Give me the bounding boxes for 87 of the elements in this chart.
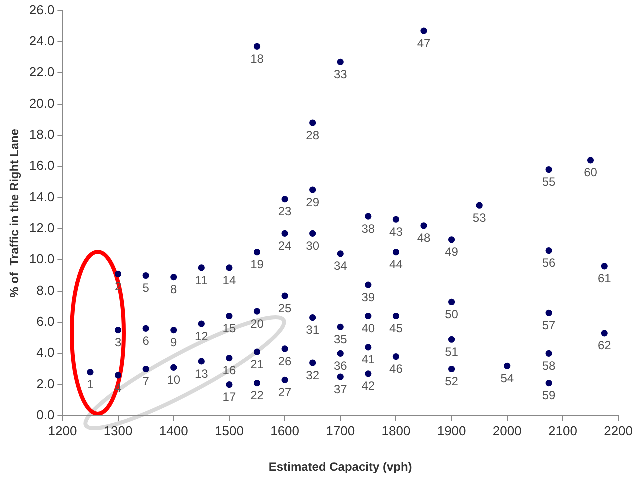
annotation: 38 [362, 222, 376, 236]
annotation: 52 [445, 374, 459, 389]
x-tick-label: 1300 [104, 423, 133, 438]
x-axis-title: Estimated Capacity (vph) [268, 460, 412, 474]
x-tick-label: 2200 [604, 423, 633, 438]
annotation: 45 [390, 322, 404, 336]
annotation: 58 [542, 358, 556, 373]
y-tick-label: 22.0 [29, 64, 55, 80]
annotation: 16 [222, 364, 236, 378]
annotation: 3 [114, 336, 122, 350]
annotation: 30 [306, 238, 320, 253]
x-tick-label: 2100 [548, 423, 578, 438]
annotation: 7 [142, 374, 150, 389]
annotation: 8 [170, 282, 178, 297]
annotation: 44 [390, 258, 404, 272]
annotation: 23 [278, 204, 292, 219]
annotation: 6 [142, 334, 150, 348]
y-tick-label: 0.0 [36, 408, 55, 423]
annotation: 27 [278, 385, 292, 400]
x-tick-label: 1500 [214, 423, 244, 438]
annotation: 5 [142, 281, 150, 296]
annotation: 61 [598, 272, 612, 286]
annotation: 19 [250, 258, 264, 272]
annotation: 56 [542, 256, 556, 270]
annotation: 49 [445, 245, 459, 260]
annotation: 59 [542, 388, 556, 403]
x-tick-label: 2000 [492, 423, 522, 438]
annotation: 11 [195, 273, 208, 288]
annotation: 55 [542, 175, 556, 190]
annotation: 15 [222, 322, 236, 336]
annotation: 1 [87, 378, 94, 392]
annotation: 57 [542, 318, 556, 332]
annotation: 26 [278, 354, 292, 368]
annotation: 51 [445, 344, 459, 359]
annotation: 9 [170, 336, 178, 350]
y-tick-label: 16.0 [29, 158, 55, 174]
annotation: 17 [222, 390, 236, 404]
annotation: 54 [500, 371, 514, 386]
annotation: 48 [417, 231, 431, 246]
annotation: 42 [362, 379, 376, 394]
annotation: 46 [390, 362, 404, 376]
annotation: 32 [306, 368, 320, 382]
annotation: 37 [334, 382, 348, 396]
y-tick-label: 12.0 [29, 220, 55, 236]
y-tick-label: 14.0 [29, 189, 55, 204]
annotation: 60 [584, 166, 598, 180]
y-tick-label: 20.0 [29, 96, 55, 111]
annotation: 12 [194, 329, 209, 344]
y-tick-label: 26.0 [29, 2, 55, 18]
annotation: 18 [250, 52, 264, 66]
annotation: 31 [306, 323, 320, 338]
annotation: 40 [362, 322, 376, 336]
annotation: 39 [362, 290, 376, 304]
annotation: 36 [334, 358, 348, 373]
annotation: 53 [472, 210, 487, 225]
annotation: 43 [390, 224, 404, 239]
annotation: 28 [306, 128, 320, 142]
x-tick-label: 1900 [437, 423, 466, 438]
annotation: 41 [362, 352, 376, 367]
x-tick-label: 1200 [48, 423, 78, 438]
x-tick-label: 1800 [382, 423, 411, 438]
annotation: 13 [194, 366, 209, 381]
annotation: 62 [598, 338, 612, 353]
y-tick-label: 2.0 [36, 376, 55, 392]
annotation: 35 [334, 332, 348, 346]
annotation: 14 [222, 273, 236, 288]
annotation: 47 [417, 36, 431, 50]
annotation: 29 [306, 195, 320, 210]
annotation: 25 [278, 301, 292, 316]
y-tick-label: 8.0 [36, 282, 55, 298]
annotation: 33 [334, 68, 348, 82]
annotation: 10 [167, 373, 181, 387]
x-tick-label: 1400 [159, 423, 188, 438]
x-tick-label: 1700 [326, 423, 356, 438]
y-tick-label: 4.0 [36, 345, 55, 360]
y-tick-label: 6.0 [36, 314, 55, 330]
annotation: 22 [250, 388, 264, 403]
annotation: 34 [334, 259, 348, 274]
annotation: 20 [250, 316, 264, 331]
annotation: 21 [250, 357, 264, 372]
annotation: 24 [278, 238, 292, 253]
annotation: 50 [445, 308, 459, 322]
y-tick-label: 10.0 [29, 252, 55, 267]
x-tick-label: 1600 [270, 423, 300, 438]
y-axis-title: % of Traffic in the Right Lane [8, 128, 22, 298]
y-tick-label: 24.0 [29, 34, 55, 49]
y-tick-label: 18.0 [29, 127, 55, 142]
